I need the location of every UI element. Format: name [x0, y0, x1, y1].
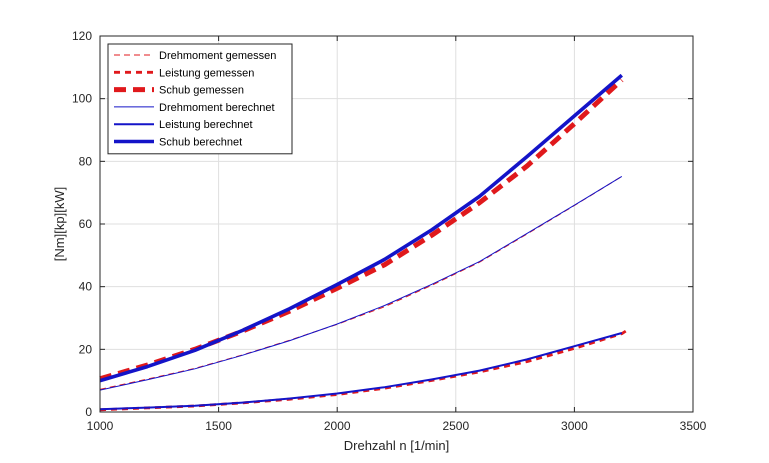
legend-label: Drehmoment berechnet — [159, 102, 275, 114]
y-tick-label: 0 — [85, 405, 92, 419]
legend-label: Leistung gemessen — [159, 67, 254, 79]
legend-box — [107, 43, 293, 155]
series-line-schub-berechnet — [99, 73, 623, 383]
y-tick-label: 100 — [72, 92, 92, 106]
series-line-drehmoment-gemessen — [99, 175, 623, 390]
y-axis-label: [Nm][kp][kW] — [52, 187, 67, 261]
y-tick-label: 60 — [79, 217, 93, 231]
y-tick-label: 120 — [72, 29, 92, 43]
series-layer — [99, 73, 630, 412]
legend-label: Schub berechnet — [159, 137, 242, 149]
legend-label: Drehmoment gemessen — [159, 50, 276, 62]
series-line-leistung-berechnet — [99, 332, 623, 411]
axis-ticks: 1000 1500 2000 2500 3000 3500 0 20 40 60 80 100 120 — [72, 29, 707, 433]
legend: Drehmoment gemessen Leistung gemessen Schu… — [107, 43, 293, 155]
x-tick-label: 1500 — [205, 419, 232, 433]
y-tick-label: 40 — [79, 280, 93, 294]
x-tick-label: 2500 — [442, 419, 469, 433]
x-tick-label: 3000 — [561, 419, 588, 433]
x-tick-label: 2000 — [324, 419, 351, 433]
series-line-drehmoment-berechnet — [99, 175, 623, 391]
x-axis-label: Drehzahl n [1/min] — [344, 438, 450, 453]
x-tick-label: 3500 — [680, 419, 707, 433]
y-tick-label: 80 — [79, 154, 93, 168]
legend-label: Leistung berechnet — [159, 119, 253, 131]
y-tick-label: 20 — [79, 342, 93, 356]
x-tick-label: 1000 — [87, 419, 114, 433]
legend-label: Schub gemessen — [159, 85, 244, 97]
